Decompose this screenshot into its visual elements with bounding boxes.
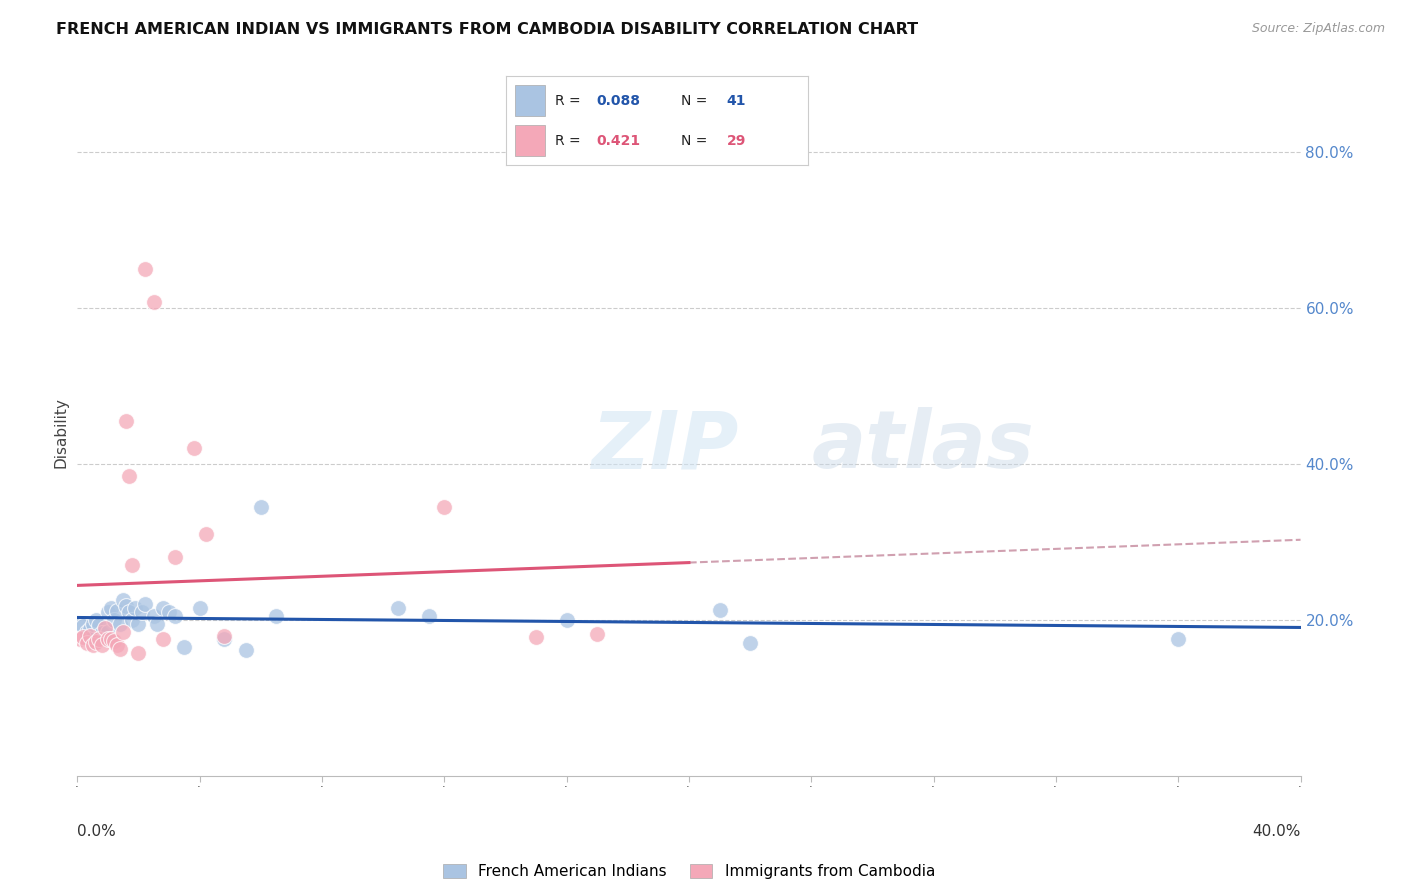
Point (112, 624, 135, 639)
Bar (515, 85, 546, 116)
Y-axis label: Disability: Disability (53, 397, 69, 468)
Point (194, 527, 217, 541)
Point (173, 640, 195, 655)
Point (87, 618, 110, 632)
Point (90, 638, 112, 652)
Text: 0.088: 0.088 (596, 94, 641, 108)
Text: R =: R = (554, 94, 585, 108)
Point (82, 616, 104, 631)
Point (94, 632, 117, 647)
Point (90, 626, 112, 640)
Point (84, 613, 107, 627)
Point (188, 601, 211, 615)
Point (94, 621, 117, 635)
Point (100, 632, 122, 647)
Point (76, 636, 98, 650)
Point (134, 261, 156, 276)
Point (146, 616, 169, 631)
Bar (515, 125, 546, 156)
Point (387, 601, 409, 615)
Legend: French American Indians, Immigrants from Cambodia: French American Indians, Immigrants from… (437, 857, 941, 885)
Point (79, 628, 101, 642)
Point (524, 630, 547, 644)
Point (105, 638, 128, 652)
Point (108, 616, 131, 631)
Point (418, 609, 440, 624)
Point (212, 628, 235, 642)
Point (555, 613, 578, 627)
Point (87, 632, 110, 647)
Point (72, 630, 94, 644)
Text: N =: N = (682, 134, 713, 148)
Point (103, 634, 125, 648)
Text: 29: 29 (727, 134, 747, 148)
Point (97, 624, 120, 639)
Point (433, 500, 456, 514)
Point (264, 609, 287, 624)
Point (124, 601, 146, 615)
Text: R =: R = (554, 134, 585, 148)
Point (97, 605, 120, 619)
Point (1167, 632, 1189, 647)
Point (84, 635, 107, 649)
Text: FRENCH AMERICAN INDIAN VS IMMIGRANTS FROM CAMBODIA DISABILITY CORRELATION CHART: FRENCH AMERICAN INDIAN VS IMMIGRANTS FRO… (56, 22, 918, 37)
Point (157, 605, 180, 619)
Point (76, 624, 98, 639)
Point (82, 638, 104, 652)
Point (115, 599, 138, 613)
Point (165, 550, 187, 565)
Point (128, 616, 150, 631)
Point (152, 632, 174, 647)
Point (97, 632, 120, 647)
Text: ZIP: ZIP (591, 408, 738, 485)
Point (183, 441, 205, 455)
Point (142, 295, 165, 310)
Point (134, 598, 156, 612)
Point (72, 619, 94, 633)
Point (121, 558, 143, 573)
Text: 40.0%: 40.0% (1253, 824, 1301, 839)
Point (118, 468, 141, 483)
Point (112, 593, 135, 607)
Point (235, 642, 257, 657)
Point (79, 623, 101, 637)
Text: 0.421: 0.421 (596, 134, 641, 148)
Text: 0.0%: 0.0% (77, 824, 117, 839)
Point (121, 613, 143, 627)
Point (250, 500, 273, 514)
Point (69, 632, 91, 647)
Text: atlas: atlas (811, 408, 1033, 485)
Text: 41: 41 (727, 94, 747, 108)
Point (709, 603, 731, 617)
Point (69, 616, 91, 631)
Text: N =: N = (682, 94, 713, 108)
Point (115, 414, 138, 428)
Point (165, 609, 187, 624)
Point (586, 627, 609, 641)
Point (142, 609, 165, 624)
Point (152, 601, 174, 615)
Point (212, 632, 235, 647)
Point (103, 613, 125, 627)
Point (131, 605, 153, 619)
Point (108, 641, 131, 656)
Point (105, 603, 128, 617)
Text: Source: ZipAtlas.com: Source: ZipAtlas.com (1251, 22, 1385, 36)
Point (118, 605, 141, 619)
Point (128, 646, 150, 660)
Point (740, 636, 762, 650)
Point (100, 601, 122, 615)
Point (82, 630, 104, 644)
